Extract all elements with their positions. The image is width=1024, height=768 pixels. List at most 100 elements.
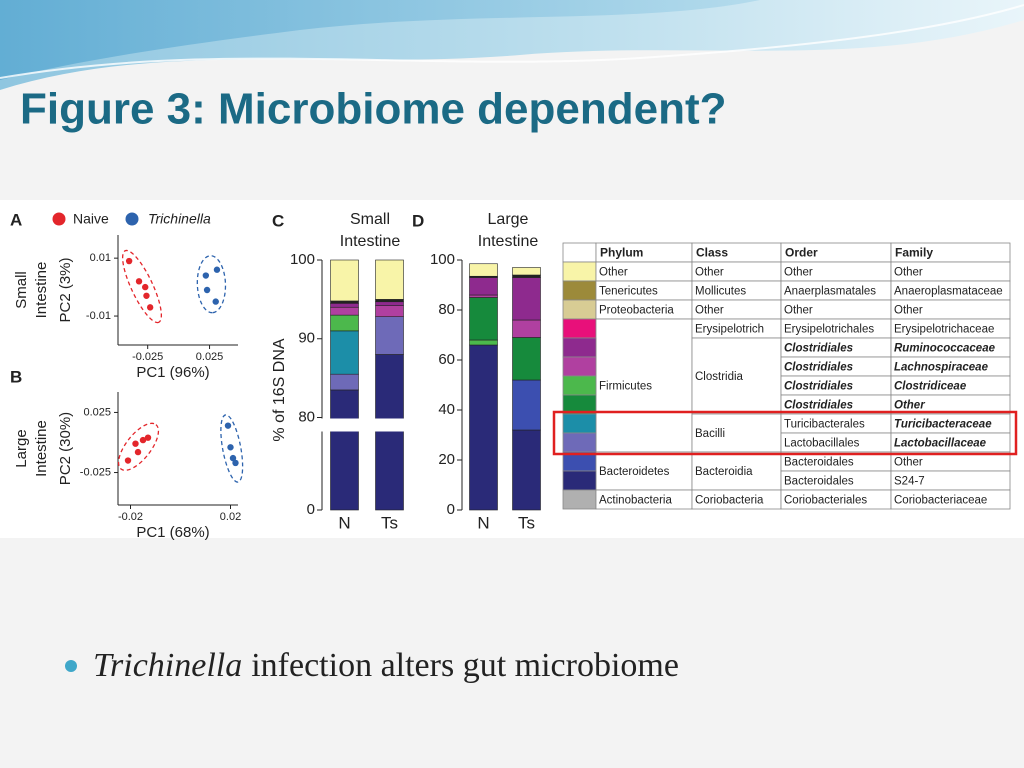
x-tick-label: -0.025: [132, 351, 163, 363]
table-header-cell: [562, 242, 597, 263]
scatter-point: [124, 457, 132, 464]
table-cell-text: Bacteroidales: [784, 457, 854, 469]
scatter-point: [203, 286, 211, 294]
scatter-point: [139, 436, 147, 444]
color-swatch: [562, 356, 597, 377]
table-cell-text: Anaeroplasmataceae: [894, 286, 1003, 298]
bar-segment: [512, 267, 541, 276]
table-cell-text: Other: [894, 400, 925, 412]
scatter-point: [232, 459, 239, 467]
table-cell-text: Lactobacillaceae: [894, 438, 987, 450]
slide-title: Figure 3: Microbiome dependent?: [20, 85, 727, 134]
bar-segment: [469, 263, 498, 277]
scatter-point: [202, 272, 210, 279]
x-tick-label: -0.02: [118, 511, 143, 523]
bar-segment: [375, 305, 404, 317]
table-cell-text: Other: [894, 305, 923, 317]
table-cell-text: Lachnospiraceae: [894, 362, 989, 374]
group-label: Intestine: [33, 262, 50, 319]
color-swatch: [562, 337, 597, 358]
table-cell-text: Bacteroidales: [784, 476, 854, 488]
scatter-point: [212, 298, 219, 305]
table-header: Family: [895, 246, 933, 260]
bar-segment: [512, 429, 541, 511]
y-tick-label: 0: [447, 501, 455, 518]
highlight-box: [552, 410, 1018, 456]
scatter-point: [227, 444, 234, 451]
table-cell-text: Bacilli: [695, 428, 725, 440]
y-tick-label: 90: [298, 330, 315, 347]
table-cell-text: Turicibacterales: [784, 419, 865, 431]
y-axis-label: PC2 (30%): [57, 412, 74, 485]
table-header: Class: [696, 246, 728, 260]
table-cell-text: Actinobacteria: [599, 495, 672, 507]
y-tick-label: 100: [430, 251, 455, 268]
bar-segment: [469, 277, 498, 296]
group-ellipse: [196, 255, 227, 314]
table-cell-text: Anaerplasmatales: [784, 286, 876, 298]
header-wave: [0, 0, 760, 80]
bullet-marker: [65, 660, 77, 672]
table-cell-text: Other: [894, 267, 923, 279]
x-tick-label: N: [477, 513, 489, 532]
table-cell-text: Erysipelotrich: [695, 324, 764, 336]
bar-segment: [330, 259, 359, 302]
table-header: Order: [785, 246, 818, 260]
bar-segment: [469, 297, 498, 341]
bar-segment: [375, 316, 404, 355]
table-cell: [890, 489, 1011, 510]
bar-segment: [512, 337, 541, 381]
color-swatch: [562, 299, 597, 320]
group-label: Large: [13, 429, 30, 467]
group-ellipse: [117, 422, 160, 471]
bar-segment: [330, 303, 359, 308]
bar-segment: [512, 379, 541, 431]
table-cell-text: Erysipelotrichales: [784, 324, 874, 336]
scatter-point: [144, 434, 152, 441]
bar-segment: [330, 389, 359, 511]
x-tick-label: Ts: [518, 513, 535, 532]
y-tick-label: 100: [290, 251, 315, 268]
table-cell-text: Clostridiales: [784, 362, 853, 374]
table-cell-text: Clostridia: [695, 371, 744, 383]
scatter-point: [224, 422, 232, 429]
table-cell-text: Lactobacillales: [784, 438, 860, 450]
scatter-point: [142, 283, 149, 291]
table-cell-text: Other: [599, 267, 628, 279]
table-cell-text: Proteobacteria: [599, 305, 674, 317]
color-swatch: [562, 489, 597, 510]
scatter-point: [132, 440, 139, 447]
scatter-point: [229, 454, 237, 462]
chart-title: Large: [488, 211, 529, 228]
table-cell-text: Other: [695, 305, 724, 317]
y-tick-label: 80: [438, 301, 455, 318]
x-tick-label: 0.02: [220, 511, 241, 523]
bar-segment: [469, 294, 498, 298]
table-cell-text: Clostridiales: [784, 400, 853, 412]
table-cell-text: Turicibacteraceae: [894, 419, 992, 431]
chart-title: Small: [350, 211, 390, 228]
bullet-rest: infection alters gut microbiome: [251, 647, 679, 684]
table-cell-text: Other: [784, 267, 813, 279]
bar-segment: [330, 373, 359, 391]
scatter-point: [135, 278, 143, 285]
color-swatch: [562, 413, 597, 434]
table-cell-text: Clostridiceae: [894, 381, 967, 393]
table-cell: [691, 451, 782, 491]
bar-segment: [330, 314, 359, 332]
y-tick-label: 0.025: [83, 406, 111, 418]
group-label: Intestine: [33, 420, 50, 477]
color-swatch: [562, 280, 597, 301]
group-ellipse: [121, 249, 163, 324]
bar-segment: [330, 330, 359, 375]
y-tick-label: 0: [307, 501, 315, 518]
table-cell-text: Clostridiales: [784, 381, 853, 393]
panel-letter: C: [272, 211, 284, 230]
table-cell-text: Ruminococcaceae: [894, 343, 996, 355]
legend-label: Trichinella: [148, 211, 211, 227]
bullet-emphasis: Trichinella: [93, 647, 242, 684]
bar-segment: [512, 277, 541, 321]
x-axis-label: PC1 (96%): [136, 364, 209, 381]
bar-segment: [375, 301, 404, 306]
